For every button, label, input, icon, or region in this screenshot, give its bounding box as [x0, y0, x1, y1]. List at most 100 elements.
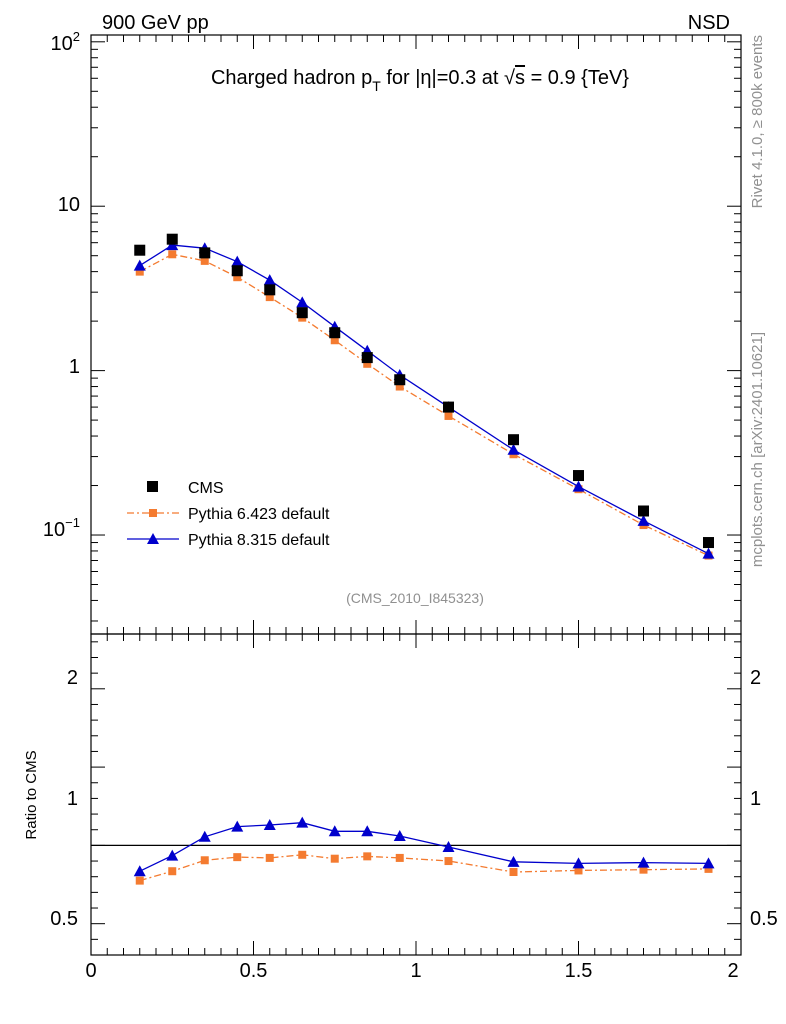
xtick-label-0: 0 — [85, 960, 96, 982]
legend-marker-cms — [147, 481, 158, 492]
header-left-label: 900 GeV pp — [102, 12, 209, 34]
series-line-pythia-8-315-default — [139, 822, 709, 872]
data-point-pythia-8-315-default — [572, 857, 585, 869]
data-point-cms — [134, 244, 146, 256]
data-point-pythia-6-423-default — [200, 856, 209, 865]
side-label-top: Rivet 4.1.0, ≥ 800k events — [749, 35, 766, 208]
legend-marker-pythia8 — [147, 533, 159, 544]
data-point-cms — [231, 265, 243, 277]
main-yticklabels: 102 10 1 10−1 — [43, 29, 80, 541]
data-point-pythia-6-423-default — [509, 868, 518, 877]
data-point-pythia-6-423-default — [639, 865, 648, 874]
main-panel: Charged hadron pT for |η|=0.3 at √s = 0.… — [43, 29, 742, 635]
xtick-label-1: 1 — [410, 960, 421, 982]
ratio-tick-labels: 2 1 0.5 2 1 0.5 — [50, 667, 778, 930]
data-point-pythia-6-423-default — [444, 411, 453, 420]
ratio-series — [133, 816, 715, 885]
legend-label-pythia6: Pythia 6.423 default — [188, 506, 330, 523]
main-series — [133, 233, 715, 560]
data-point-pythia-8-315-default — [702, 857, 715, 869]
legend-label-cms: CMS — [188, 480, 224, 497]
data-point-pythia-8-315-default — [263, 819, 276, 831]
ytick-label-1: 1 — [69, 356, 80, 378]
data-point-pythia-8-315-default — [572, 480, 585, 492]
legend-marker-pythia6 — [149, 509, 157, 517]
data-point-cms — [394, 374, 406, 386]
data-point-pythia-8-315-default — [507, 443, 520, 455]
data-point-pythia-8-315-default — [637, 856, 650, 868]
data-point-pythia-6-423-default — [395, 853, 404, 862]
data-point-pythia-6-423-default — [330, 336, 339, 345]
data-point-pythia-8-315-default — [231, 255, 244, 267]
data-point-pythia-8-315-default — [637, 514, 650, 526]
data-point-pythia-6-423-default — [233, 273, 242, 282]
ratio-panel: 2 1 0.5 2 1 0.5 Ratio to CMS 0 0.5 1 1.5… — [23, 633, 778, 982]
ytick-label-10: 10 — [58, 194, 80, 216]
ratio-ylabel: Ratio to CMS — [23, 750, 40, 839]
chart-title: Charged hadron pT for |η|=0.3 at √s = 0.… — [211, 67, 629, 94]
data-point-cms — [508, 434, 519, 446]
data-point-pythia-8-315-default — [507, 855, 520, 867]
ytick-label-100: 102 — [51, 29, 80, 55]
data-point-pythia-8-315-default — [442, 840, 455, 852]
data-point-cms — [199, 247, 211, 259]
data-point-pythia-6-423-default — [200, 256, 209, 265]
data-point-pythia-8-315-default — [133, 259, 146, 271]
data-point-pythia-6-423-default — [168, 250, 177, 259]
analysis-annotation: (CMS_2010_I845323) — [346, 590, 484, 606]
data-point-pythia-6-423-default — [395, 382, 404, 391]
data-point-pythia-6-423-default — [704, 864, 713, 873]
main-ticks — [90, 35, 742, 634]
data-point-pythia-8-315-default — [166, 849, 179, 861]
header-right-label: NSD — [688, 12, 730, 34]
data-point-pythia-8-315-default — [133, 865, 146, 877]
legend: CMS Pythia 6.423 default Pythia 8.315 de… — [127, 480, 330, 549]
data-point-pythia-8-315-default — [702, 547, 715, 559]
xtick-labels: 0 0.5 1 1.5 2 — [85, 960, 738, 982]
data-point-cms — [296, 307, 308, 319]
data-point-pythia-6-423-default — [168, 867, 177, 876]
ratio-frame — [90, 633, 742, 956]
data-point-cms — [443, 401, 454, 413]
ratio-ytick-left-0.5: 0.5 — [50, 908, 78, 930]
data-point-cms — [329, 327, 341, 339]
data-point-cms — [264, 284, 276, 296]
data-point-pythia-6-423-default — [444, 857, 453, 866]
data-point-pythia-8-315-default — [393, 829, 406, 841]
data-point-pythia-6-423-default — [363, 359, 372, 368]
legend-label-pythia8: Pythia 8.315 default — [188, 532, 330, 549]
data-point-pythia-6-423-default — [135, 876, 144, 885]
xtick-label-0.5: 0.5 — [240, 960, 268, 982]
data-point-pythia-6-423-default — [298, 850, 307, 859]
data-point-pythia-6-423-default — [363, 852, 372, 861]
ratio-ytick-left-1: 1 — [67, 788, 78, 810]
data-point-pythia-8-315-default — [361, 825, 374, 837]
data-point-pythia-8-315-default — [296, 816, 309, 828]
data-point-pythia-8-315-default — [296, 296, 309, 308]
data-point-pythia-8-315-default — [328, 825, 341, 837]
ratio-ytick-left-2: 2 — [67, 667, 78, 689]
data-point-cms — [361, 352, 373, 364]
ratio-ytick-right-2: 2 — [750, 667, 761, 689]
side-label-bottom: mcplots.cern.ch [arXiv:2401.10621] — [749, 332, 766, 567]
xtick-label-1.5: 1.5 — [565, 960, 593, 982]
data-point-pythia-6-423-default — [233, 853, 242, 862]
data-point-pythia-6-423-default — [265, 293, 274, 302]
xtick-label-2: 2 — [727, 960, 738, 982]
data-point-cms — [703, 537, 714, 549]
ratio-ytick-right-0.5: 0.5 — [750, 908, 778, 930]
data-point-cms — [166, 233, 178, 245]
ratio-ytick-right-1: 1 — [750, 788, 761, 810]
ytick-label-0.1: 10−1 — [43, 515, 80, 541]
series-line-pythia-6-423-default — [139, 854, 709, 882]
data-point-cms — [638, 505, 649, 517]
data-point-pythia-6-423-default — [574, 866, 583, 875]
data-point-pythia-6-423-default — [330, 854, 339, 863]
data-point-pythia-8-315-default — [231, 820, 244, 832]
series-line-pythia-6-423-default — [139, 253, 709, 557]
ratio-ticks — [90, 634, 742, 956]
data-point-pythia-6-423-default — [265, 853, 274, 862]
data-point-pythia-8-315-default — [263, 274, 276, 286]
data-point-pythia-6-423-default — [135, 267, 144, 276]
